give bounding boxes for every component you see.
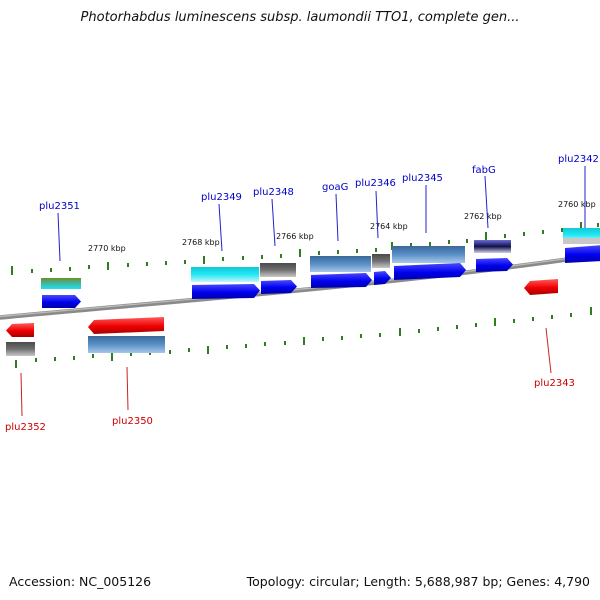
gene-label-plu2348[interactable]: plu2348 — [253, 187, 294, 198]
feature-bar-plu2350[interactable] — [88, 336, 165, 353]
accession-label: Accession: NC_005126 — [9, 574, 152, 589]
feature-bar-plu2345[interactable] — [392, 246, 465, 263]
scale-label-2770: 2770 kbp — [88, 244, 126, 253]
scale-label-2766: 2766 kbp — [276, 232, 314, 241]
gene-arrow-plu2342[interactable] — [565, 245, 600, 263]
feature-bar-plu2346[interactable] — [372, 254, 390, 268]
lower-feature-track — [6, 336, 165, 356]
feature-bar-plu2351[interactable] — [41, 278, 81, 289]
gene-label-plu2342[interactable]: plu2342 — [558, 154, 599, 165]
gene-arrow-plu2351[interactable] — [42, 295, 81, 308]
gene-arrow-plu2343[interactable] — [524, 279, 558, 295]
gene-label-plu2349[interactable]: plu2349 — [201, 192, 242, 203]
gene-arrow-plu2348[interactable] — [261, 280, 297, 294]
gene-arrow-fabG[interactable] — [476, 258, 513, 272]
gene-arrow-plu2350[interactable] — [88, 317, 164, 334]
lower-tick-track — [15, 307, 592, 368]
feature-bar-goaG[interactable] — [310, 256, 371, 272]
gene-arrow-plu2345[interactable] — [394, 263, 466, 280]
scale-label-2768: 2768 kbp — [182, 238, 220, 247]
gene-arrow-goaG[interactable] — [311, 273, 372, 288]
gene-label-plu2351[interactable]: plu2351 — [39, 201, 80, 212]
upper-feature-track — [41, 228, 600, 289]
scale-label-2762: 2762 kbp — [464, 212, 502, 221]
feature-bar-fabG[interactable] — [474, 240, 511, 253]
gene-arrow-plu2346[interactable] — [374, 271, 391, 285]
gene-label-plu2352[interactable]: plu2352 — [5, 422, 46, 433]
gene-arrow-plu2349[interactable] — [192, 284, 260, 299]
genome-summary: Topology: circular; Length: 5,688,987 bp… — [246, 574, 590, 589]
feature-bar-plu2352[interactable] — [6, 342, 35, 356]
gene-label-fabG[interactable]: fabG — [472, 165, 496, 176]
gene-label-plu2343[interactable]: plu2343 — [534, 378, 575, 389]
feature-bar-plu2349[interactable] — [191, 267, 259, 282]
gene-label-goaG[interactable]: goaG — [322, 182, 348, 193]
scale-label-2764: 2764 kbp — [370, 222, 408, 231]
gene-label-plu2346[interactable]: plu2346 — [355, 178, 396, 189]
gene-label-plu2345[interactable]: plu2345 — [402, 173, 443, 184]
page-title: Photorhabdus luminescens subsp. laumondi… — [80, 10, 520, 25]
reverse-gene-track — [6, 279, 558, 337]
scale-label-2760: 2760 kbp — [558, 200, 596, 209]
gene-arrow-plu2352[interactable] — [6, 323, 34, 337]
feature-bar-plu2348[interactable] — [260, 263, 296, 277]
forward-gene-track — [42, 245, 600, 308]
gene-label-plu2350[interactable]: plu2350 — [112, 416, 153, 427]
